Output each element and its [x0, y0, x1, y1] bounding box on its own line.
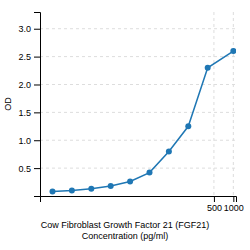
tick: 1.5: [18, 108, 40, 118]
x-axis-title-line: Cow Fibroblast Growth Factor 21 (FGF21): [41, 220, 210, 230]
y-axis: 0.5 1.0 1.5 2.0 2.5 3.0: [18, 13, 40, 197]
point: [69, 187, 75, 193]
tick: 0.5: [18, 164, 40, 174]
tick-mark: [34, 140, 40, 141]
point: [166, 148, 172, 154]
tick-mark: [34, 57, 40, 58]
tick: 3.0: [18, 24, 40, 34]
axis-line: [41, 197, 237, 203]
tick-label: 3.0: [18, 24, 31, 34]
grid-line: [40, 84, 236, 85]
point: [185, 123, 191, 129]
point: [49, 189, 55, 195]
tick-mark: [34, 112, 40, 113]
tick-label: 500: [207, 203, 222, 213]
grid-line: [40, 28, 236, 29]
marks: [49, 48, 236, 195]
tick-mark: [214, 196, 215, 202]
point: [205, 65, 211, 71]
x-axis-title-line: Concentration (pg/ml): [82, 231, 169, 241]
tick: 500: [207, 196, 222, 213]
line: [52, 51, 233, 192]
grid: [40, 12, 236, 196]
tick-mark: [34, 84, 40, 85]
grid-line: [40, 56, 236, 57]
grid-line: [40, 168, 236, 169]
y-axis-title: OD: [3, 97, 13, 111]
point: [108, 183, 114, 189]
tick-label: 1.5: [18, 108, 31, 118]
tick: 1000: [224, 196, 244, 213]
tick-label: 2.0: [18, 80, 31, 90]
grid-line: [40, 140, 236, 141]
chart: 5001000 0.5 1.0 1.5 2.0 2.5 3.0 Cow Fibroblast …: [0, 0, 250, 250]
tick-label: 0.5: [18, 164, 31, 174]
tick-label: 2.5: [18, 52, 31, 62]
tick-mark: [233, 196, 234, 202]
tick-mark: [34, 29, 40, 30]
tick: 2.0: [18, 80, 40, 90]
tick: 1.0: [18, 136, 40, 146]
tick: 2.5: [18, 52, 40, 62]
point: [127, 179, 133, 185]
point: [88, 186, 94, 192]
point: [146, 170, 152, 176]
point: [230, 48, 236, 54]
tick-label: 1000: [224, 203, 244, 213]
axis-line: [34, 13, 41, 197]
x-axis: 5001000: [41, 196, 244, 213]
x-axis-title: Cow Fibroblast Growth Factor 21 (FGF21)C…: [41, 220, 210, 241]
grid-line: [40, 112, 236, 113]
plot-area: 5001000 0.5 1.0 1.5 2.0 2.5 3.0: [18, 12, 243, 213]
tick-label: 1.0: [18, 136, 31, 146]
tick-mark: [34, 168, 40, 169]
